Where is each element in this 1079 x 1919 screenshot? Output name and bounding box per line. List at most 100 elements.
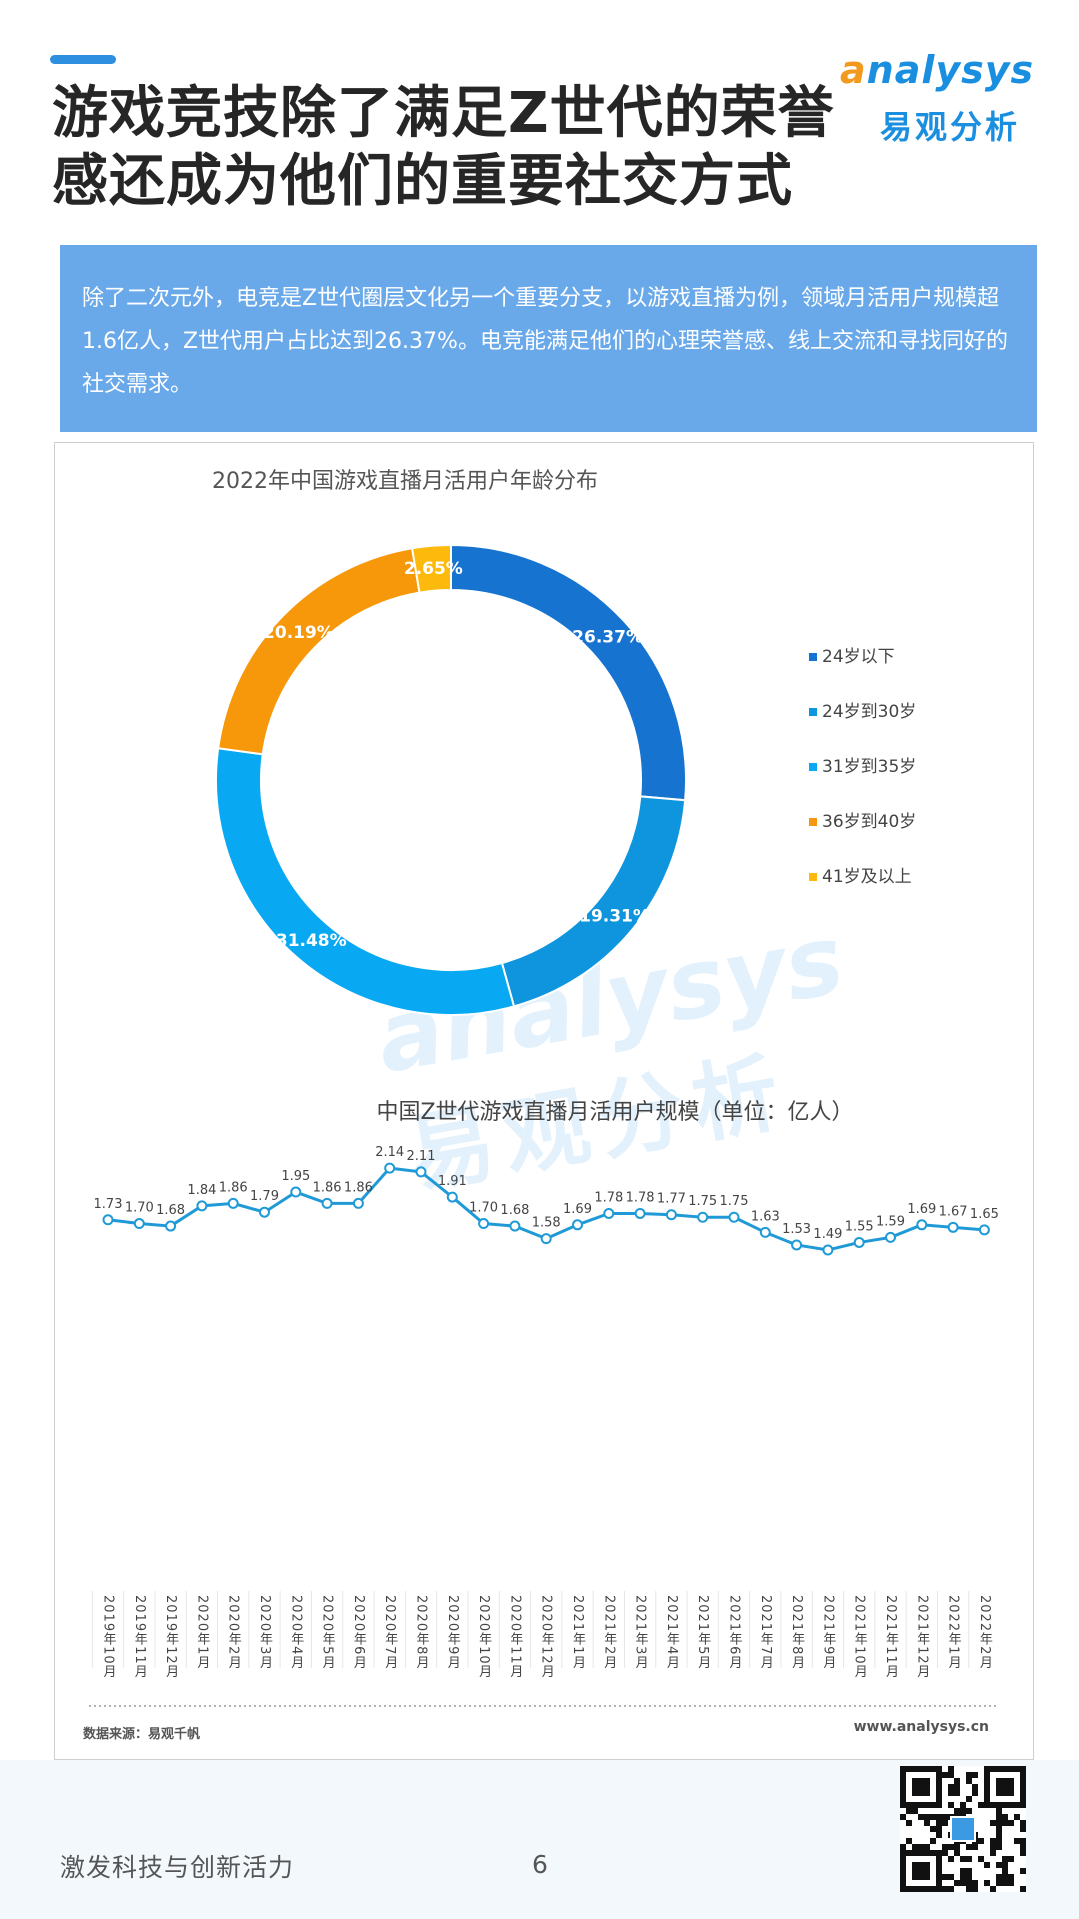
- qr-module: [996, 1874, 1002, 1880]
- qr-module: [990, 1844, 996, 1850]
- qr-module: [936, 1814, 942, 1820]
- line-data-label: 1.65: [970, 1207, 999, 1222]
- pie-data-label: 26.37%: [572, 627, 643, 647]
- line-data-label: 1.70: [125, 1201, 154, 1216]
- x-tick-label: 2020年2月: [226, 1595, 242, 1670]
- page-title: 游戏竞技除了满足Z世代的荣誉感还成为他们的重要社交方式: [52, 81, 835, 214]
- qr-module: [942, 1772, 948, 1778]
- line-data-label: 1.49: [813, 1227, 842, 1242]
- line-point: [947, 1221, 959, 1233]
- line-point: [133, 1218, 145, 1230]
- qr-module: [978, 1838, 984, 1844]
- line-data-label: 1.68: [500, 1203, 529, 1218]
- qr-finder-core: [912, 1778, 930, 1796]
- analysys-logo: analysys 易观分析: [840, 48, 1040, 148]
- qr-module: [1002, 1874, 1008, 1880]
- qr-module: [966, 1772, 972, 1778]
- qr-module: [996, 1838, 1002, 1844]
- line-point: [728, 1211, 740, 1223]
- chart-panel: analysys 易观分析 2022年中国游戏直播月活用户年龄分布 26.37% 1…: [54, 442, 1034, 1760]
- x-tick-label: 2019年11月: [132, 1595, 148, 1679]
- logo-chinese: 易观分析: [880, 108, 1021, 146]
- qr-module: [912, 1844, 918, 1850]
- line-data-label: 1.86: [313, 1180, 342, 1195]
- qr-module: [954, 1790, 960, 1796]
- qr-module: [960, 1868, 966, 1874]
- line-data-label: 1.59: [876, 1214, 905, 1229]
- qr-module: [996, 1844, 1002, 1850]
- qr-module: [1002, 1868, 1008, 1874]
- qr-module: [930, 1826, 936, 1832]
- x-tick-label: 2021年9月: [820, 1595, 836, 1670]
- legend-swatch: [809, 763, 817, 771]
- qr-module: [1008, 1874, 1014, 1880]
- line-data-label: 2.11: [407, 1149, 436, 1164]
- qr-module: [966, 1844, 972, 1850]
- line-point: [916, 1219, 928, 1231]
- qr-module: [978, 1856, 984, 1862]
- line-data-label: 1.75: [720, 1194, 749, 1209]
- qr-module: [948, 1772, 954, 1778]
- line-point: [572, 1219, 583, 1231]
- qr-module: [996, 1820, 1002, 1826]
- legend-swatch: [809, 818, 817, 826]
- x-tick-label: 2020年4月: [288, 1595, 304, 1670]
- line-point: [446, 1191, 458, 1203]
- qr-finder-core: [996, 1778, 1014, 1796]
- line-data-label: 1.69: [907, 1202, 936, 1217]
- qr-code-icon[interactable]: [900, 1766, 1026, 1892]
- qr-module: [906, 1808, 912, 1814]
- line-data-label: 1.69: [563, 1202, 592, 1217]
- qr-module: [1020, 1850, 1026, 1856]
- line-data-label: 1.63: [751, 1209, 780, 1224]
- line-point: [196, 1200, 208, 1212]
- qr-module: [954, 1880, 960, 1886]
- qr-module: [954, 1844, 960, 1850]
- line-data-label: 1.68: [156, 1203, 185, 1218]
- legend-swatch: [809, 653, 817, 661]
- qr-module: [906, 1820, 912, 1826]
- x-tick-label: 2020年8月: [414, 1595, 430, 1670]
- line-point: [978, 1224, 990, 1236]
- line-data-label: 1.67: [939, 1204, 968, 1219]
- qr-module: [942, 1844, 948, 1850]
- title-accent-bar: [50, 55, 116, 64]
- line-point: [227, 1197, 239, 1209]
- legend-label: 36岁到40岁: [822, 812, 916, 832]
- x-tick-label: 2021年3月: [633, 1595, 649, 1670]
- qr-center-logo: [950, 1816, 976, 1842]
- line-point: [259, 1206, 270, 1218]
- qr-module: [972, 1844, 978, 1850]
- pie-data-label: 2.65%: [404, 559, 463, 579]
- line-data-label: 1.75: [688, 1194, 717, 1209]
- pie-data-label: 19.31%: [579, 907, 650, 927]
- legend-label: 31岁到35岁: [822, 757, 916, 777]
- qr-module: [948, 1886, 954, 1892]
- pie-data-label: 20.19%: [263, 623, 334, 643]
- qr-module: [930, 1838, 936, 1844]
- qr-module: [1020, 1886, 1026, 1892]
- qr-module: [984, 1880, 990, 1886]
- qr-module: [996, 1826, 1002, 1832]
- qr-module: [960, 1808, 966, 1814]
- qr-module: [1002, 1862, 1008, 1868]
- logo-english: analysys: [840, 48, 1035, 92]
- x-tick-label: 2021年5月: [695, 1595, 711, 1670]
- qr-module: [942, 1886, 948, 1892]
- qr-module: [990, 1820, 996, 1826]
- qr-module: [948, 1844, 954, 1850]
- x-tick-label: 2021年4月: [664, 1595, 680, 1670]
- x-tick-label: 2022年2月: [977, 1595, 993, 1670]
- x-tick-label: 2020年5月: [320, 1595, 336, 1670]
- line-data-label: 1.79: [250, 1189, 279, 1204]
- qr-module: [1020, 1844, 1026, 1850]
- x-tick-label: 2019年12月: [163, 1595, 179, 1679]
- qr-module: [966, 1886, 972, 1892]
- line-point: [697, 1211, 709, 1223]
- line-point: [478, 1218, 490, 1230]
- line-point: [885, 1231, 896, 1243]
- qr-module: [960, 1802, 966, 1808]
- qr-module: [918, 1844, 924, 1850]
- line-data-label: 1.86: [344, 1180, 373, 1195]
- qr-module: [918, 1814, 924, 1820]
